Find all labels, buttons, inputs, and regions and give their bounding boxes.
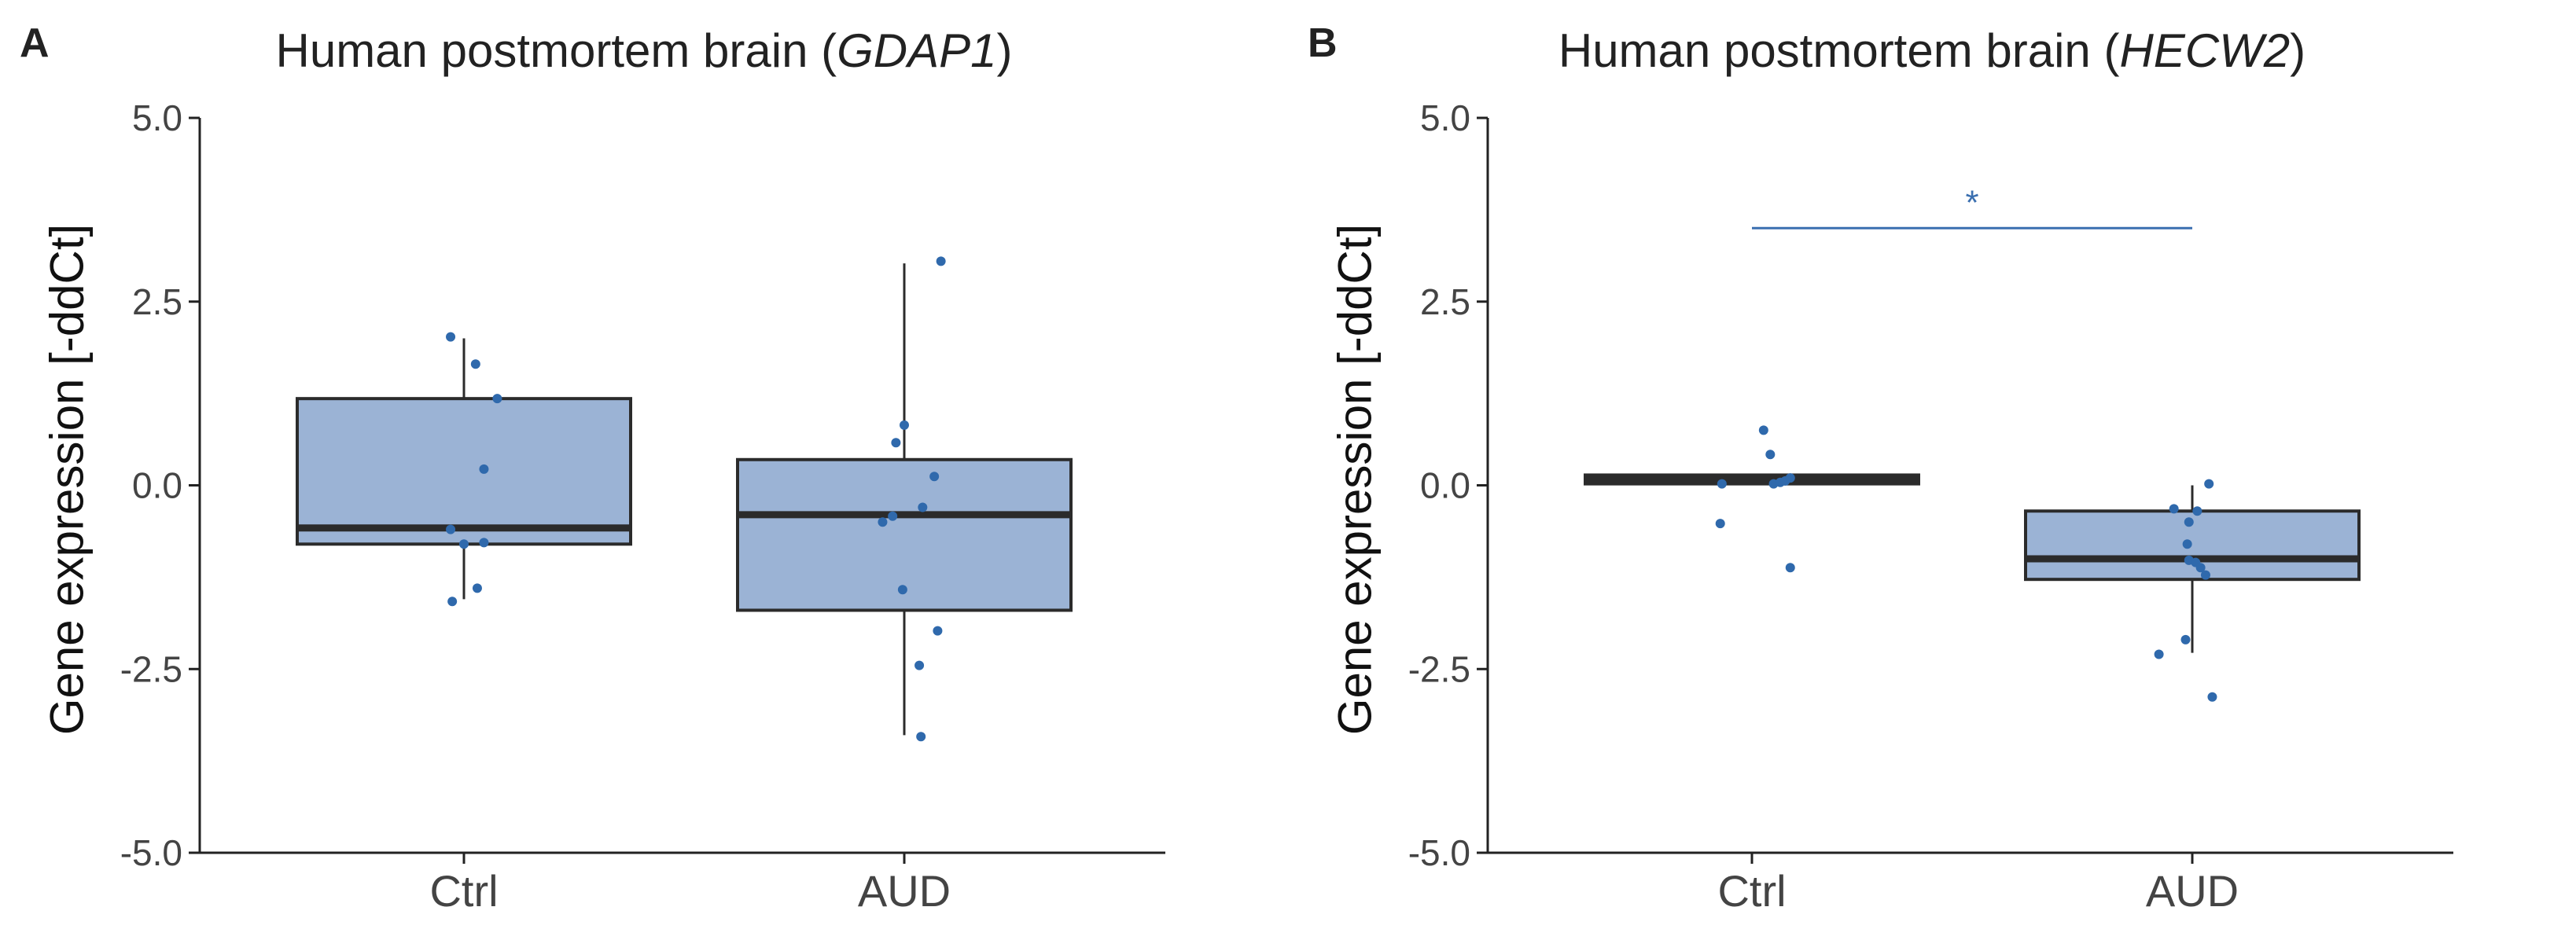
data-point bbox=[2192, 506, 2202, 516]
significance-label: * bbox=[1965, 183, 1978, 222]
box-iqr bbox=[296, 397, 632, 546]
y-tick-label: -2.5 bbox=[120, 648, 182, 689]
data-point bbox=[878, 517, 888, 527]
data-point bbox=[891, 438, 901, 448]
data-point bbox=[929, 472, 940, 482]
title-prefix: Human postmortem brain ( bbox=[275, 24, 837, 77]
data-point bbox=[888, 511, 898, 521]
y-tick-label: 0.0 bbox=[132, 465, 182, 506]
data-point bbox=[472, 583, 482, 593]
data-point bbox=[1765, 450, 1776, 460]
y-tick-label: -5.0 bbox=[120, 832, 182, 873]
x-tick-label: Ctrl bbox=[429, 866, 498, 916]
data-point bbox=[933, 626, 943, 636]
data-point bbox=[2200, 570, 2210, 580]
panel-label: B bbox=[1308, 20, 1338, 66]
panel-b: B Human postmortem brain (HECW2) Gene ex… bbox=[1288, 0, 2576, 940]
data-point bbox=[2154, 649, 2164, 659]
data-point bbox=[1758, 425, 1768, 435]
data-point bbox=[1717, 479, 1727, 489]
data-point bbox=[479, 464, 489, 474]
box-iqr bbox=[736, 457, 1073, 612]
y-tick-label: 2.5 bbox=[1420, 281, 1470, 322]
y-tick-label: 5.0 bbox=[132, 97, 182, 138]
data-point bbox=[470, 359, 480, 369]
data-point bbox=[2182, 539, 2192, 549]
data-point bbox=[918, 502, 928, 512]
x-tick-label: AUD bbox=[2146, 866, 2239, 916]
data-point bbox=[446, 524, 456, 534]
panel-a: A Human postmortem brain (GDAP1) Gene ex… bbox=[0, 20, 1288, 916]
boxplot-a: 5.0 2.5 0.0 -2.5 -5.0 Ctrl AUD bbox=[120, 97, 1165, 916]
title-gene: GDAP1 bbox=[837, 24, 997, 77]
title-gene: HECW2 bbox=[2119, 24, 2291, 77]
data-point bbox=[2184, 517, 2194, 527]
box-ctrl bbox=[1584, 473, 1920, 486]
data-point bbox=[479, 538, 489, 548]
data-point bbox=[916, 732, 926, 742]
title-suffix: ) bbox=[2290, 24, 2306, 77]
x-tick-label: AUD bbox=[858, 866, 951, 916]
box-aud bbox=[2024, 485, 2361, 653]
chart-title: Human postmortem brain (HECW2) bbox=[1288, 24, 2576, 78]
data-point bbox=[459, 539, 469, 549]
title-suffix: ) bbox=[996, 24, 1013, 77]
data-point bbox=[446, 332, 456, 342]
data-point bbox=[2180, 634, 2191, 644]
box-aud bbox=[736, 263, 1073, 736]
data-point bbox=[914, 660, 925, 670]
data-point bbox=[2207, 692, 2217, 702]
data-point bbox=[2195, 563, 2206, 573]
y-tick-label: -5.0 bbox=[1408, 832, 1470, 873]
data-point bbox=[1785, 473, 1795, 483]
boxplot-b: 5.0 2.5 0.0 -2.5 -5.0 Ctrl AUD * bbox=[1408, 97, 2453, 916]
y-tick-label: -2.5 bbox=[1408, 648, 1470, 689]
data-point bbox=[1785, 563, 1795, 573]
x-tick-label: Ctrl bbox=[1717, 866, 1786, 916]
data-point bbox=[897, 585, 907, 595]
data-point bbox=[900, 420, 909, 430]
data-point bbox=[2204, 479, 2214, 489]
box-ctrl bbox=[296, 338, 632, 600]
y-tick-label: 5.0 bbox=[1420, 97, 1470, 138]
data-point bbox=[492, 394, 502, 404]
y-tick-label: 0.0 bbox=[1420, 465, 1470, 506]
data-point bbox=[2169, 504, 2179, 514]
panel-label: A bbox=[20, 20, 50, 66]
data-point bbox=[1715, 519, 1725, 529]
data-point bbox=[447, 597, 458, 607]
y-tick-label: 2.5 bbox=[132, 281, 182, 322]
data-point bbox=[936, 256, 946, 266]
title-prefix: Human postmortem brain ( bbox=[1558, 24, 2120, 77]
chart-title: Human postmortem brain (GDAP1) bbox=[0, 24, 1288, 78]
